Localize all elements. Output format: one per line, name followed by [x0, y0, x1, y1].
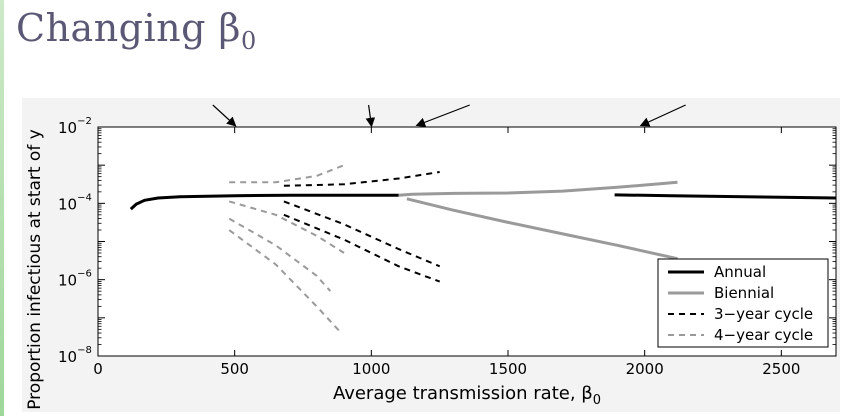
slide-title-subscript: 0 [241, 27, 257, 55]
legend-label-0: Annual [714, 263, 766, 281]
x-axis-label-subscript: 0 [593, 393, 601, 408]
figure-panel: 0 500 1000 1500 2000 2500 10−8 10−6 10−4 10−2 Aver… [22, 98, 840, 412]
legend-label-1: Biennial [714, 284, 774, 302]
y-tick-exponent: −4 [77, 192, 92, 203]
series-line-2-1 [283, 200, 441, 268]
series-line-0-0 [129, 193, 399, 211]
y-tick-exponent: −8 [77, 345, 92, 356]
y-tick-exponent: −6 [77, 269, 92, 280]
series-line-1-1 [406, 197, 678, 261]
series-line-0-1 [614, 193, 837, 200]
annotation-arrow-3 [639, 104, 686, 127]
chart: 0 500 1000 1500 2000 2500 10−8 10−6 10−4 10−2 Aver… [25, 104, 837, 410]
series-line-1-0 [398, 180, 678, 197]
legend-box [657, 258, 829, 348]
x-tick-label: 2500 [762, 360, 800, 378]
slide-title-text: Changing β [16, 6, 242, 50]
x-tick-label: 2000 [626, 360, 664, 378]
x-tick-label: 1000 [352, 360, 390, 378]
annotation-arrow-0 [212, 104, 237, 127]
x-tick-label: 1500 [489, 360, 527, 378]
x-axis-label: Average transmission rate, β0 [333, 383, 601, 408]
y-tick-label: 10−8 [58, 345, 92, 366]
annotation-arrow-2 [415, 104, 470, 127]
series-line-3-2 [228, 217, 332, 292]
series-line-3-3 [228, 229, 343, 334]
x-tick-label: 500 [220, 360, 249, 378]
legend-label-2: 3−year cycle [714, 305, 813, 323]
y-tick-label: 10−4 [58, 192, 92, 213]
slide-title: Changing β0 [16, 6, 257, 55]
y-tick-label: 10−6 [58, 269, 92, 290]
y-tick-exponent: −2 [77, 116, 92, 127]
series-line-2-2 [283, 213, 441, 283]
series-line-2-0 [283, 171, 440, 187]
x-tick-label: 0 [93, 360, 103, 378]
legend-label-3: 4−year cycle [714, 326, 813, 344]
series-line-3-1 [228, 200, 345, 254]
y-axis-label: Proportion infectious at start of y [25, 129, 45, 410]
slide-accent-bar [0, 0, 4, 416]
series-line-3-0 [229, 164, 345, 184]
annotation-arrow-1 [365, 104, 376, 128]
y-tick-label: 10−2 [58, 116, 92, 137]
